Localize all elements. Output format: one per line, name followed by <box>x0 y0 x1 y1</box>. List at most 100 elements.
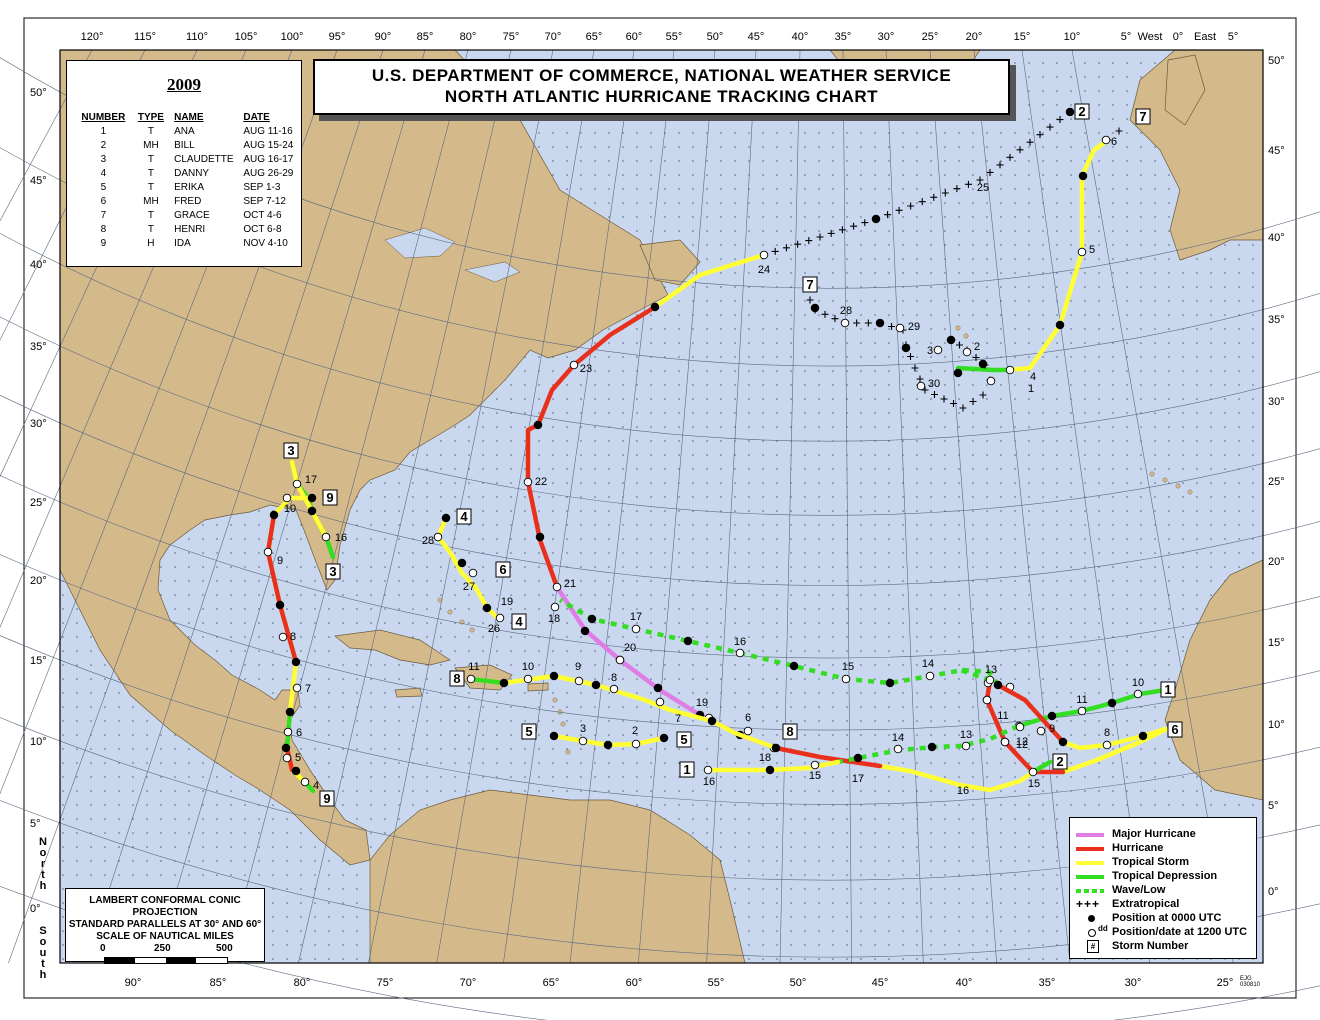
island <box>1175 483 1181 489</box>
storm-date: OCT 6-8 <box>243 223 282 235</box>
island <box>447 609 453 615</box>
storm-number: 9 <box>100 237 107 249</box>
meridian <box>0 49 93 222</box>
position-1200-utc <box>263 547 273 557</box>
lat-label-left: 10° <box>30 736 47 748</box>
date-label: 2 <box>632 725 638 737</box>
date-label: 11 <box>1076 694 1087 706</box>
meridian <box>368 49 554 964</box>
island <box>963 333 969 339</box>
lon-label-bottom: 50° <box>790 977 807 989</box>
storm-date: SEP 7-12 <box>243 195 286 207</box>
extratropical-mark <box>940 395 948 403</box>
position-0000-utc <box>993 680 1003 690</box>
lon-label-top: 120° <box>81 31 104 43</box>
extratropical-mark <box>827 229 835 237</box>
extratropical-mark <box>941 189 949 197</box>
position-1200-utc <box>916 381 926 391</box>
track-segment <box>652 252 767 310</box>
date-label: 26 <box>488 623 500 635</box>
date-label: 10 <box>284 503 296 515</box>
lat-label-left: 35° <box>30 341 47 353</box>
island <box>565 749 571 755</box>
storm-date: AUG 15-24 <box>243 139 294 151</box>
svg-text:3: 3 <box>329 564 336 579</box>
lon-label-top: 10° <box>1064 31 1081 43</box>
extratropical-mark <box>895 206 903 214</box>
position-1200-utc <box>578 736 588 746</box>
date-label: 6 <box>745 712 751 724</box>
track-segment <box>1060 727 1168 775</box>
position-1200-utc <box>300 777 310 787</box>
lon-label-top: 40° <box>792 31 809 43</box>
meridian <box>84 49 384 964</box>
island <box>552 697 558 703</box>
extratropical-mark <box>821 310 829 318</box>
position-1200-utc <box>282 753 292 763</box>
position-0000-utc <box>1078 171 1088 181</box>
position-1200-utc <box>1102 740 1112 750</box>
lat-label-right: 10° <box>1268 719 1285 731</box>
legend-swatch-td <box>1076 875 1104 879</box>
extratropical-mark <box>1056 116 1064 124</box>
svg-text:7: 7 <box>1139 109 1146 124</box>
position-1200-utc <box>609 684 619 694</box>
date-label: 17 <box>852 773 864 785</box>
track-segment <box>468 676 507 686</box>
storm-type: MH <box>143 139 159 151</box>
storm-number-marker: 9 <box>319 790 335 807</box>
date-label: 4 <box>1030 371 1036 383</box>
date-label: 29 <box>908 321 920 333</box>
position-0000-utc <box>810 303 820 313</box>
meridian <box>706 49 757 964</box>
storm-number-marker: 6 <box>495 561 511 578</box>
position-0000-utc <box>603 740 613 750</box>
meridian <box>226 49 469 964</box>
storm-number: 7 <box>100 209 107 221</box>
extratropical-mark <box>805 237 813 245</box>
position-0000-utc <box>535 532 545 542</box>
island <box>1187 489 1193 495</box>
position-1200-utc <box>1077 247 1087 257</box>
lon-label-top: 50° <box>707 31 724 43</box>
island <box>1162 477 1168 483</box>
storm-row: 2 MH BILL AUG 15-24 <box>73 138 301 152</box>
position-0000-utc <box>659 733 669 743</box>
date-label: 15 <box>809 770 821 782</box>
header-type: TYPE <box>137 112 164 123</box>
storm-number-marker: 6 <box>1167 721 1183 738</box>
chart-stamp: EJG 030810 <box>1240 976 1261 988</box>
island <box>1149 471 1155 477</box>
storm-row: 7 T GRACE OCT 4-6 <box>73 208 301 222</box>
storm-number-marker: 9 <box>322 489 338 506</box>
storm-type: T <box>147 125 154 137</box>
date-label: 13 <box>985 664 997 676</box>
position-1200-utc <box>925 671 935 681</box>
date-label: 24 <box>758 264 770 276</box>
position-0000-utc <box>1055 320 1065 330</box>
position-0000-utc <box>707 716 717 726</box>
extratropical-mark <box>861 219 869 227</box>
storm-list-table: NUMBER TYPE NAME DATE 1 T ANA AUG 11-16 2 MH B… <box>73 111 301 250</box>
lon-label-top: 70° <box>545 31 562 43</box>
chart-title-line1: U.S. DEPARTMENT OF COMMERCE, NATIONAL WE… <box>371 66 952 85</box>
lat-label-right: 25° <box>1268 476 1285 488</box>
lat-label-right: 30° <box>1268 396 1285 408</box>
storm-number: 2 <box>100 139 107 151</box>
date-label: 13 <box>960 729 972 741</box>
extratropical-mark <box>930 193 938 201</box>
storm-type: T <box>147 181 154 193</box>
storm-name: CLAUDETTE <box>174 153 234 165</box>
storm-type: T <box>147 223 154 235</box>
lon-label-top: 95° <box>329 31 346 43</box>
storm-number-marker: 7 <box>802 276 818 293</box>
position-1200-utc <box>743 726 753 736</box>
storm-date: OCT 4-6 <box>243 209 282 221</box>
extratropical-mark <box>907 202 915 210</box>
scale-bar-graphic <box>104 957 228 964</box>
storm-type: T <box>147 153 154 165</box>
date-label: 7 <box>305 683 311 695</box>
position-1200-utc <box>985 675 995 685</box>
scale-tick-500: 500 <box>216 943 233 954</box>
meridian <box>154 49 426 964</box>
